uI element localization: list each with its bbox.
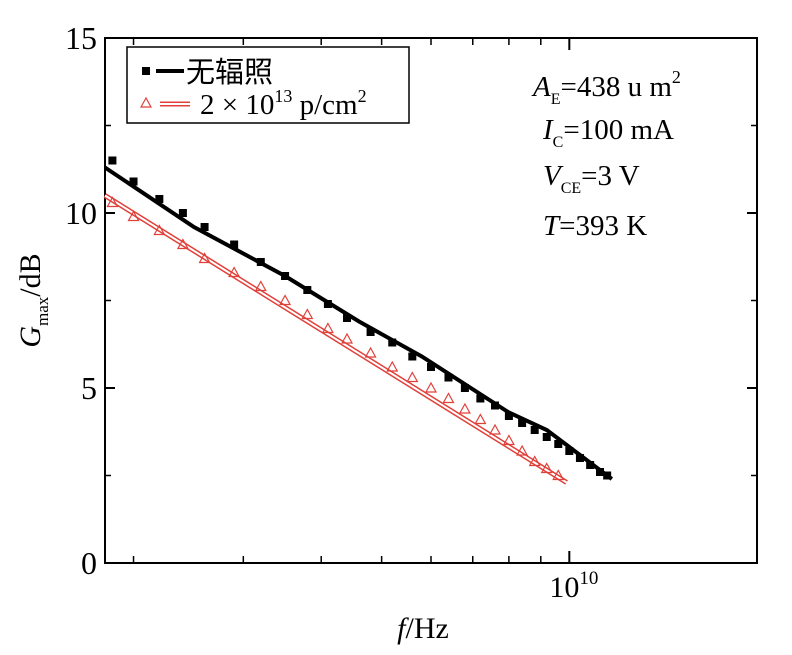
data-point-triangle [488, 423, 502, 435]
legend-label-0: 无辐照 [186, 56, 273, 89]
data-point-square [388, 338, 397, 347]
data-point-triangle [364, 346, 377, 358]
data-point-triangle [153, 224, 166, 236]
annotation-0: AE=438 u m2 [531, 67, 681, 108]
data-point-square [323, 300, 332, 308]
data-point-triangle [386, 360, 399, 372]
data-point-triangle [516, 444, 529, 456]
data-point-square [603, 471, 612, 480]
annotation-2: VCE=3 V [543, 160, 640, 197]
data-point-square [530, 426, 539, 434]
legend-marker-square [142, 67, 150, 75]
y-axis-label-text: Gmax/dB [14, 253, 52, 347]
data-point-square [542, 433, 551, 441]
data-point-triangle [406, 371, 419, 383]
data-point-triangle [552, 469, 565, 481]
data-point-square [303, 286, 312, 294]
data-point-square [596, 468, 605, 476]
data-point-triangle [502, 434, 515, 446]
data-point-triangle [198, 252, 211, 264]
data-point-square [491, 401, 500, 410]
data-point-triangle [540, 462, 553, 474]
data-point-square [504, 412, 513, 420]
data-point-triangle [254, 280, 267, 292]
data-point-square [343, 314, 352, 322]
y-axis-label: Gmax/dB [14, 253, 52, 347]
data-point-triangle [279, 294, 292, 306]
series-line-red-inner [104, 194, 568, 484]
data-point-triangle [442, 392, 455, 404]
y-tick-label: 10 [65, 195, 97, 231]
data-point-square [554, 440, 563, 448]
data-point-square [281, 272, 290, 280]
legend-label-1: 2 × 1013 p/cm2 [200, 86, 367, 121]
data-point-square [444, 373, 453, 382]
y-tick-label: 5 [81, 370, 97, 406]
data-point-square [575, 454, 584, 462]
data-point-triangle [176, 238, 189, 250]
legend-marker-triangle [139, 96, 153, 108]
data-point-triangle [301, 308, 314, 320]
data-point-square [366, 328, 375, 336]
annotation-1: IC=100 mA [542, 114, 674, 151]
data-point-square [129, 177, 138, 186]
data-point-square [518, 419, 527, 427]
data-point-square [476, 394, 485, 403]
data-point-square [256, 258, 265, 266]
data-point-triangle [127, 210, 140, 222]
data-point-square [230, 240, 239, 249]
data-point-triangle [474, 413, 487, 425]
x-tick-label: 1010 [549, 568, 598, 604]
data-point-square [586, 461, 595, 469]
data-point-triangle [340, 332, 354, 344]
data-point-square [460, 384, 469, 392]
data-point-square [155, 195, 164, 203]
data-point-triangle [228, 266, 241, 278]
data-point-square [408, 352, 417, 361]
legend-box [126, 46, 410, 124]
data-point-square [108, 156, 117, 165]
annotation-3: T=393 K [543, 210, 647, 242]
data-point-square [200, 223, 209, 231]
data-point-triangle [321, 322, 334, 334]
data-point-square [178, 209, 187, 217]
y-tick-label: 0 [81, 545, 97, 581]
data-point-triangle [458, 402, 471, 414]
data-point-triangle [424, 381, 438, 393]
x-axis-label: f/Hz [397, 612, 449, 645]
data-point-square [427, 363, 435, 371]
data-point-triangle [528, 455, 541, 467]
data-point-triangle [106, 196, 119, 208]
y-tick-label: 15 [65, 20, 97, 56]
data-point-square [565, 447, 574, 455]
